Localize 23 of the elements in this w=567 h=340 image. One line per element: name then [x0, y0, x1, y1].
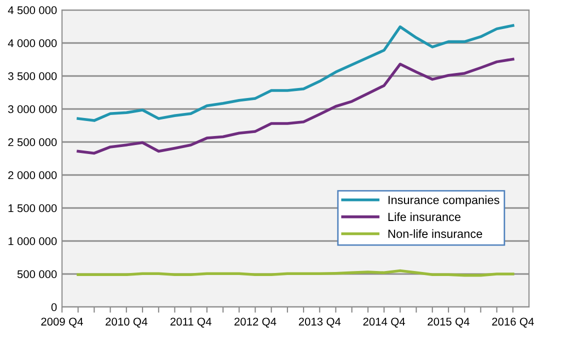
legend-label: Insurance companies	[388, 195, 500, 206]
x-tick-label: 2011 Q4	[170, 318, 212, 328]
y-tick-label: 500 000	[17, 270, 57, 278]
x-tick-label: 2014 Q4	[363, 318, 406, 328]
x-tick-label: 2012 Q4	[234, 318, 276, 328]
x-tick-label: 2009 Q4	[41, 318, 83, 328]
line-series	[76, 24, 514, 122]
legend-label: Non-life insurance	[388, 229, 482, 238]
legend-label: Life insurance	[388, 212, 460, 222]
x-tick-label: 2016 Q4	[492, 318, 534, 328]
y-tick-label: 4 500 000	[8, 6, 57, 14]
x-tick-label: 2015 Q4	[428, 318, 470, 328]
x-tick-label: 2013 Q4	[298, 318, 341, 328]
y-tick-label: 3 500 000	[8, 72, 57, 80]
y-tick-label: 3 000 000	[8, 105, 57, 114]
y-tick-label: 0	[51, 303, 57, 312]
y-tick-label: 1 500 000	[8, 204, 57, 212]
y-tick-label: 2 500 000	[8, 138, 57, 146]
y-tick-label: 1 000 000	[8, 237, 57, 246]
line-series	[76, 58, 514, 155]
y-tick-label: 4 000 000	[8, 39, 57, 48]
x-tick-label: 2010 Q4	[106, 318, 148, 328]
y-tick-label: 2 000 000	[8, 171, 57, 180]
